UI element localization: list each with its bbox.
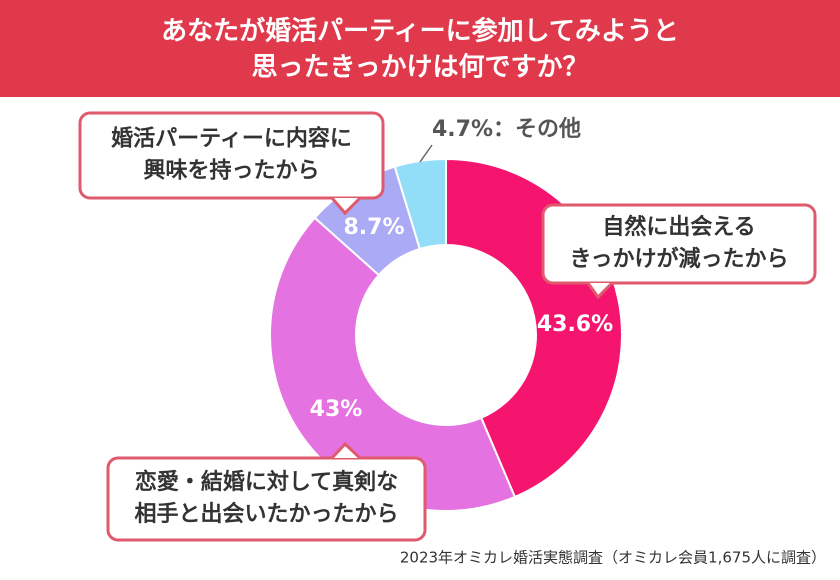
- callout-box: [541, 203, 817, 285]
- chart-title: あなたが婚活パーティーに参加してみようと: [161, 16, 679, 47]
- header-band: [0, 0, 840, 97]
- callout-box: [106, 456, 427, 542]
- value-label: 43%: [310, 397, 363, 422]
- callout-box: [78, 111, 385, 200]
- category-label: 婚活パーティーに内容に: [111, 126, 352, 152]
- value-label: 4.7%: [432, 117, 493, 142]
- value-label: 4.7%：その他: [432, 117, 581, 142]
- donut-slice: [393, 157, 447, 251]
- callout-pointer: [588, 283, 612, 297]
- category-label: 恋愛・結婚に対して真剣な: [135, 469, 398, 495]
- category-label: 自然に出会える: [602, 214, 755, 240]
- callout-pointer: [332, 198, 360, 213]
- separator: ：: [493, 117, 515, 142]
- callout-pointer-edge: [330, 196, 362, 216]
- leader-line: [419, 144, 433, 163]
- category-label: きっかけが減ったから: [569, 246, 788, 272]
- category-label: その他: [515, 117, 581, 142]
- value-label: 43.6%: [537, 312, 613, 337]
- category-label: 相手と出会いたかったから: [134, 501, 398, 527]
- source-note: 2023年オミカレ婚活実態調査（オミカレ会員1,675人に調査）: [400, 549, 826, 567]
- callout-pointer-edge: [586, 281, 614, 300]
- value-label: 8.7%: [343, 215, 404, 240]
- category-label: 興味を持ったから: [143, 159, 319, 184]
- chart-title: 思ったきっかけは何ですか？: [252, 53, 589, 83]
- callout-pointer: [332, 444, 360, 458]
- callout-pointer-edge: [330, 441, 362, 460]
